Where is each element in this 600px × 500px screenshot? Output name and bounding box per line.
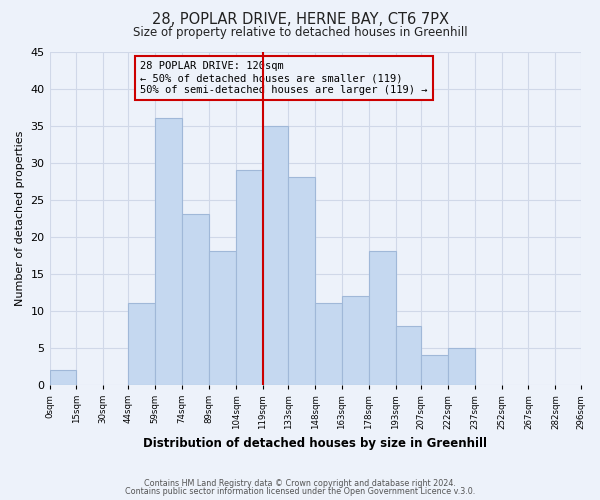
Bar [236, 170, 263, 385]
Text: Contains public sector information licensed under the Open Government Licence v.: Contains public sector information licen… [125, 487, 475, 496]
Bar [342, 296, 369, 385]
Text: 28, POPLAR DRIVE, HERNE BAY, CT6 7PX: 28, POPLAR DRIVE, HERNE BAY, CT6 7PX [151, 12, 449, 28]
Y-axis label: Number of detached properties: Number of detached properties [15, 130, 25, 306]
Bar [396, 326, 421, 385]
Bar [128, 304, 155, 385]
Bar [369, 252, 396, 385]
X-axis label: Distribution of detached houses by size in Greenhill: Distribution of detached houses by size … [143, 437, 487, 450]
Bar [209, 252, 236, 385]
Bar [182, 214, 209, 385]
Bar [288, 178, 315, 385]
Bar [421, 355, 448, 385]
Bar [448, 348, 475, 385]
Bar [50, 370, 76, 385]
Bar [315, 304, 342, 385]
Text: Contains HM Land Registry data © Crown copyright and database right 2024.: Contains HM Land Registry data © Crown c… [144, 478, 456, 488]
Bar [155, 118, 182, 385]
Bar [263, 126, 288, 385]
Text: Size of property relative to detached houses in Greenhill: Size of property relative to detached ho… [133, 26, 467, 39]
Text: 28 POPLAR DRIVE: 120sqm
← 50% of detached houses are smaller (119)
50% of semi-d: 28 POPLAR DRIVE: 120sqm ← 50% of detache… [140, 62, 427, 94]
